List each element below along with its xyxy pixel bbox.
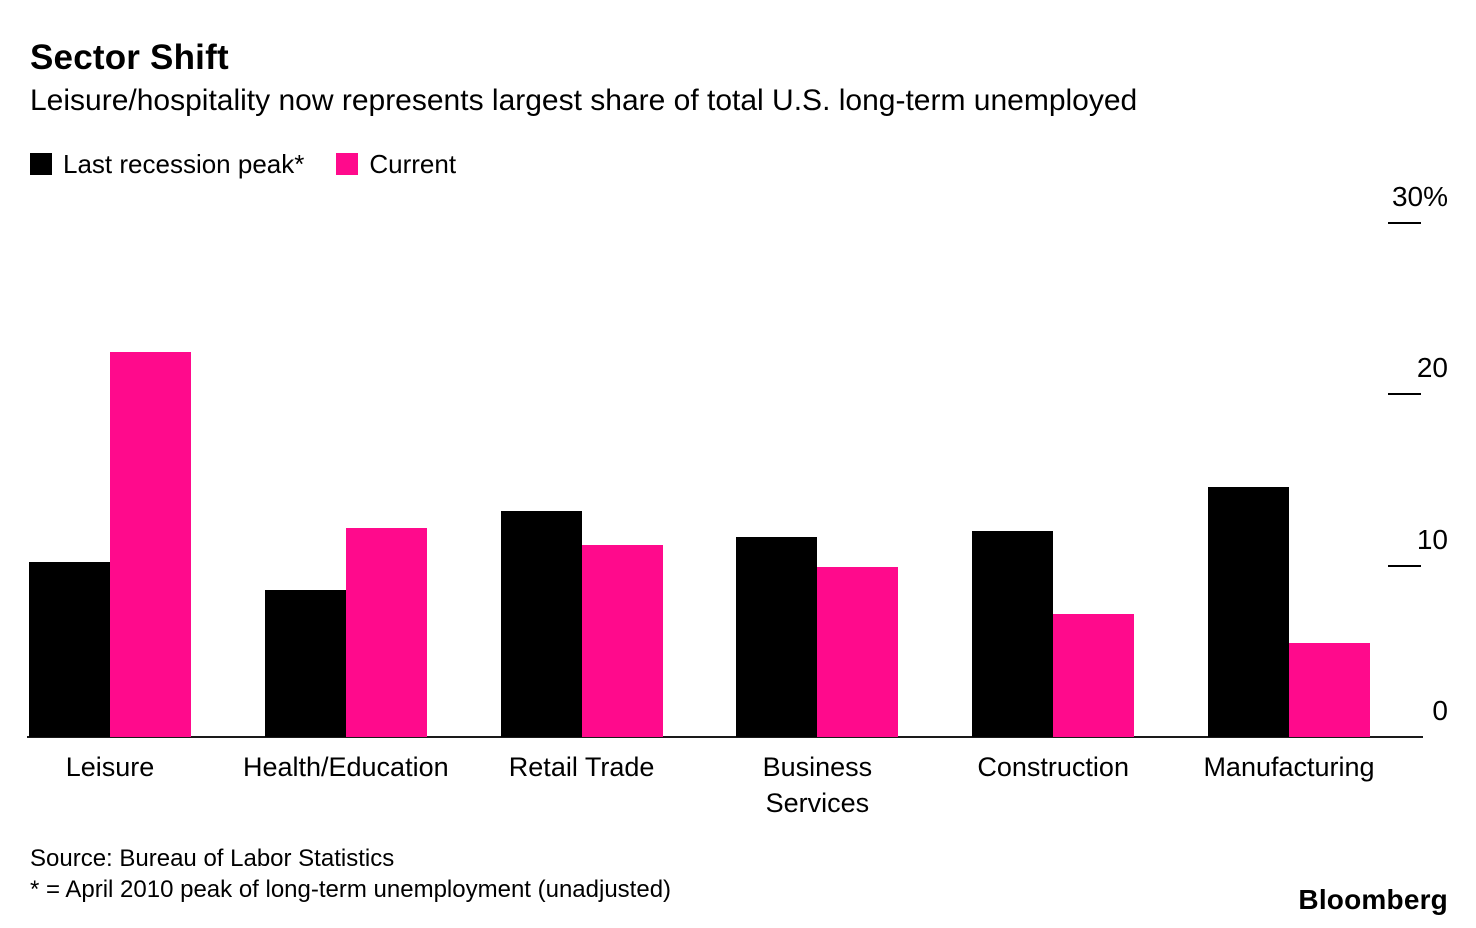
legend-item-last-recession-peak: Last recession peak* xyxy=(30,151,304,177)
chart-legend: Last recession peak* Current xyxy=(30,151,456,177)
bar-last-recession-peak xyxy=(264,589,346,737)
bar-last-recession-peak xyxy=(972,531,1054,737)
y-tick-label: 20 xyxy=(1416,352,1448,384)
y-tick-mark xyxy=(1388,393,1421,396)
x-axis-label: Leisure xyxy=(65,752,155,782)
bar-current xyxy=(1289,642,1370,737)
footnote: * = April 2010 peak of long-term unemplo… xyxy=(30,876,672,903)
bar-current xyxy=(1053,613,1135,737)
bar-last-recession-peak xyxy=(29,562,110,737)
chart-footer: Source: Bureau of Labor Statistics * = A… xyxy=(30,843,671,905)
bar-current xyxy=(817,567,899,737)
page-title: Sector Shift xyxy=(30,38,229,77)
legend-label: Last recession peak* xyxy=(63,149,305,179)
bar-current xyxy=(345,527,427,737)
y-tick-mark xyxy=(1388,222,1421,224)
bar-last-recession-peak xyxy=(736,536,818,737)
x-axis-label: Construction xyxy=(977,752,1129,782)
x-axis-line xyxy=(27,736,1423,738)
bar-current xyxy=(110,351,191,737)
y-tick-mark xyxy=(1388,564,1421,567)
bar-last-recession-peak xyxy=(500,510,582,737)
y-tick-label: 30% xyxy=(1391,181,1448,212)
source-note: Source: Bureau of Labor Statistics xyxy=(30,845,395,872)
bar-current xyxy=(581,545,663,737)
y-tick-label: 0 xyxy=(1432,695,1448,726)
y-tick-label: 10 xyxy=(1416,523,1448,555)
chart-subtitle: Leisure/hospitality now represents large… xyxy=(30,84,1138,117)
bloomberg-logo: Bloomberg xyxy=(1298,884,1448,915)
legend-label: Current xyxy=(369,149,457,179)
x-axis-label: Business Services xyxy=(762,752,873,818)
x-axis-label: Manufacturing xyxy=(1203,752,1375,782)
legend-swatch-pink-icon xyxy=(336,153,359,175)
x-axis-label: Health/Education xyxy=(242,752,449,782)
bar-last-recession-peak xyxy=(1208,486,1289,737)
legend-item-current: Current xyxy=(336,151,456,177)
x-axis-label: Retail Trade xyxy=(508,752,655,782)
legend-swatch-black-icon xyxy=(30,153,52,175)
